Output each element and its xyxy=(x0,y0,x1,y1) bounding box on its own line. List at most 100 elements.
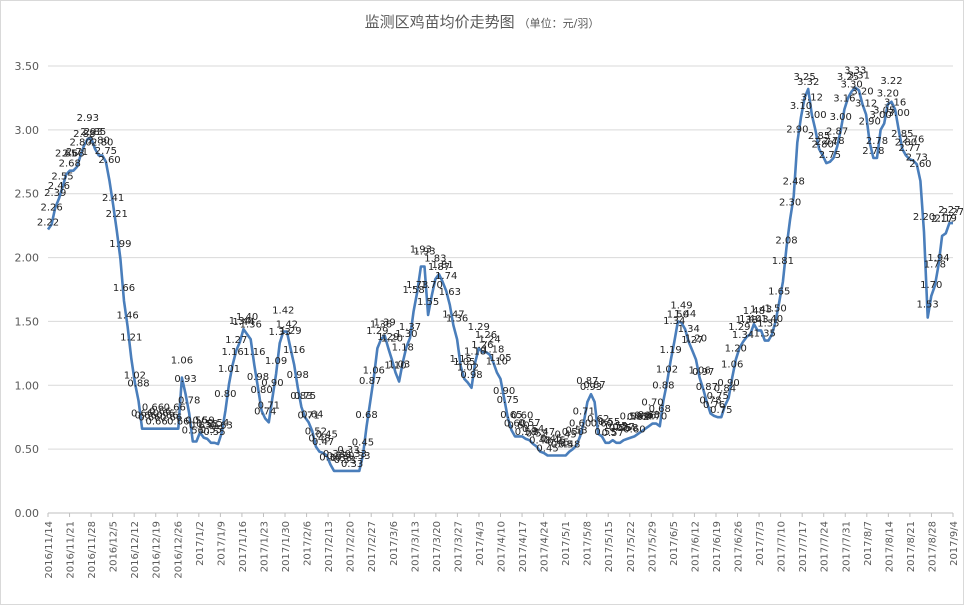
data-label: 3.00 xyxy=(869,110,891,121)
x-tick-label: 2017/8/7 xyxy=(863,521,874,566)
data-label: 0.70 xyxy=(645,412,667,423)
data-label: 1.65 xyxy=(768,286,790,297)
data-label: 3.20 xyxy=(877,88,899,99)
data-label: 1.16 xyxy=(243,347,265,358)
data-label: 1.70 xyxy=(920,280,942,291)
data-label: 1.35 xyxy=(754,329,776,340)
data-label: 3.00 xyxy=(804,110,826,121)
data-label: 1.15 xyxy=(450,354,472,365)
data-label: 0.83 xyxy=(290,391,312,402)
data-label: 1.81 xyxy=(431,260,453,271)
data-label: 0.87 xyxy=(576,376,598,387)
data-label: 0.90 xyxy=(261,378,283,389)
data-label: 3.22 xyxy=(880,76,902,87)
data-label: 2.73 xyxy=(906,152,928,163)
data-label: 0.88 xyxy=(127,379,149,390)
data-label: 1.02 xyxy=(124,371,146,382)
data-label: 2.27 xyxy=(942,207,963,218)
data-label: 0.57 xyxy=(602,428,624,439)
data-label: 1.06 xyxy=(688,366,710,377)
data-label: 2.48 xyxy=(783,176,805,187)
data-label: 0.45 xyxy=(544,436,566,447)
data-label: 0.64 xyxy=(631,411,653,422)
data-label: 1.36 xyxy=(446,313,468,324)
data-label: 0.66 xyxy=(156,411,178,422)
data-label: 0.60 xyxy=(511,410,533,421)
x-tick-label: 2017/6/19 xyxy=(712,521,723,572)
data-label: 3.32 xyxy=(797,77,819,88)
data-label: 1.48 xyxy=(743,306,765,317)
data-label: 2.88 xyxy=(73,129,95,140)
data-label: 3.20 xyxy=(851,86,873,97)
data-label: 0.33 xyxy=(348,451,370,462)
data-label: 0.68 xyxy=(638,410,660,421)
data-label: 1.47 xyxy=(442,309,464,320)
x-tick-label: 2017/7/31 xyxy=(841,521,852,572)
data-label: 2.19 xyxy=(935,213,957,224)
x-tick-label: 2017/3/6 xyxy=(389,521,400,566)
data-label: 0.63 xyxy=(211,421,233,432)
x-tick-label: 2017/4/24 xyxy=(540,521,551,572)
data-label: 0.55 xyxy=(609,423,631,434)
data-label: 1.19 xyxy=(660,345,682,356)
x-tick-label: 2017/1/2 xyxy=(195,521,206,566)
data-label: 0.55 xyxy=(594,427,616,438)
data-label: 0.78 xyxy=(699,395,721,406)
x-tick-label: 2017/3/27 xyxy=(453,521,464,572)
data-label: 1.42 xyxy=(276,320,298,331)
data-label: 0.68 xyxy=(649,404,671,415)
data-label: 1.34 xyxy=(678,324,700,335)
data-label: 1.16 xyxy=(283,345,305,356)
x-tick-label: 2017/1/16 xyxy=(238,521,249,572)
data-label: 1.40 xyxy=(739,314,761,325)
y-tick-label: 2.50 xyxy=(15,188,40,201)
data-label: 0.33 xyxy=(323,449,345,460)
data-label: 0.50 xyxy=(562,427,584,438)
data-label: 0.84 xyxy=(714,384,736,395)
data-label: 2.17 xyxy=(931,214,953,225)
data-label: 0.75 xyxy=(710,405,732,416)
x-tick-label: 2017/5/8 xyxy=(583,521,594,566)
data-label: 3.10 xyxy=(790,101,812,112)
data-label: 1.05 xyxy=(453,357,475,368)
data-label: 0.60 xyxy=(623,424,645,435)
x-tick-label: 2017/7/17 xyxy=(798,521,809,572)
data-label: 2.80 xyxy=(88,135,110,146)
data-label: 0.52 xyxy=(305,427,327,438)
data-label: 3.00 xyxy=(830,112,852,123)
data-label: 0.90 xyxy=(493,386,515,397)
data-label: 1.30 xyxy=(395,329,417,340)
data-label: 2.68 xyxy=(59,159,81,170)
data-label: 1.03 xyxy=(388,359,410,370)
data-label: 2.80 xyxy=(69,137,91,148)
data-label: 2.74 xyxy=(815,137,837,148)
data-label: 2.87 xyxy=(826,126,848,137)
data-label: 1.10 xyxy=(384,361,406,372)
x-tick-label: 2017/6/5 xyxy=(669,521,680,566)
data-label: 1.02 xyxy=(656,365,678,376)
data-label: 0.71 xyxy=(258,400,280,411)
data-label: 0.57 xyxy=(612,422,634,433)
x-tick-label: 2017/8/14 xyxy=(884,521,895,572)
data-label: 1.40 xyxy=(761,314,783,325)
data-label: 1.40 xyxy=(236,312,258,323)
series-line xyxy=(46,86,953,473)
y-tick-label: 3.50 xyxy=(15,60,40,73)
data-label: 0.45 xyxy=(551,440,573,451)
data-label: 3.30 xyxy=(841,80,863,91)
data-label: 0.62 xyxy=(587,414,609,425)
x-tick-label: 2017/9/4 xyxy=(949,521,960,566)
data-label: 0.74 xyxy=(254,406,276,417)
y-tick-label: 1.00 xyxy=(15,379,40,392)
data-label: 0.66 xyxy=(167,417,189,428)
data-label: 0.68 xyxy=(355,410,377,421)
x-tick-label: 2016/11/21 xyxy=(66,521,77,579)
data-label: 0.71 xyxy=(298,410,320,421)
data-label: 0.62 xyxy=(627,412,649,423)
data-label: 1.29 xyxy=(468,322,490,333)
data-label: 1.34 xyxy=(229,316,251,327)
data-label: 0.88 xyxy=(652,381,674,392)
data-label: 1.74 xyxy=(435,271,457,282)
y-tick-label: 3.00 xyxy=(15,124,40,137)
